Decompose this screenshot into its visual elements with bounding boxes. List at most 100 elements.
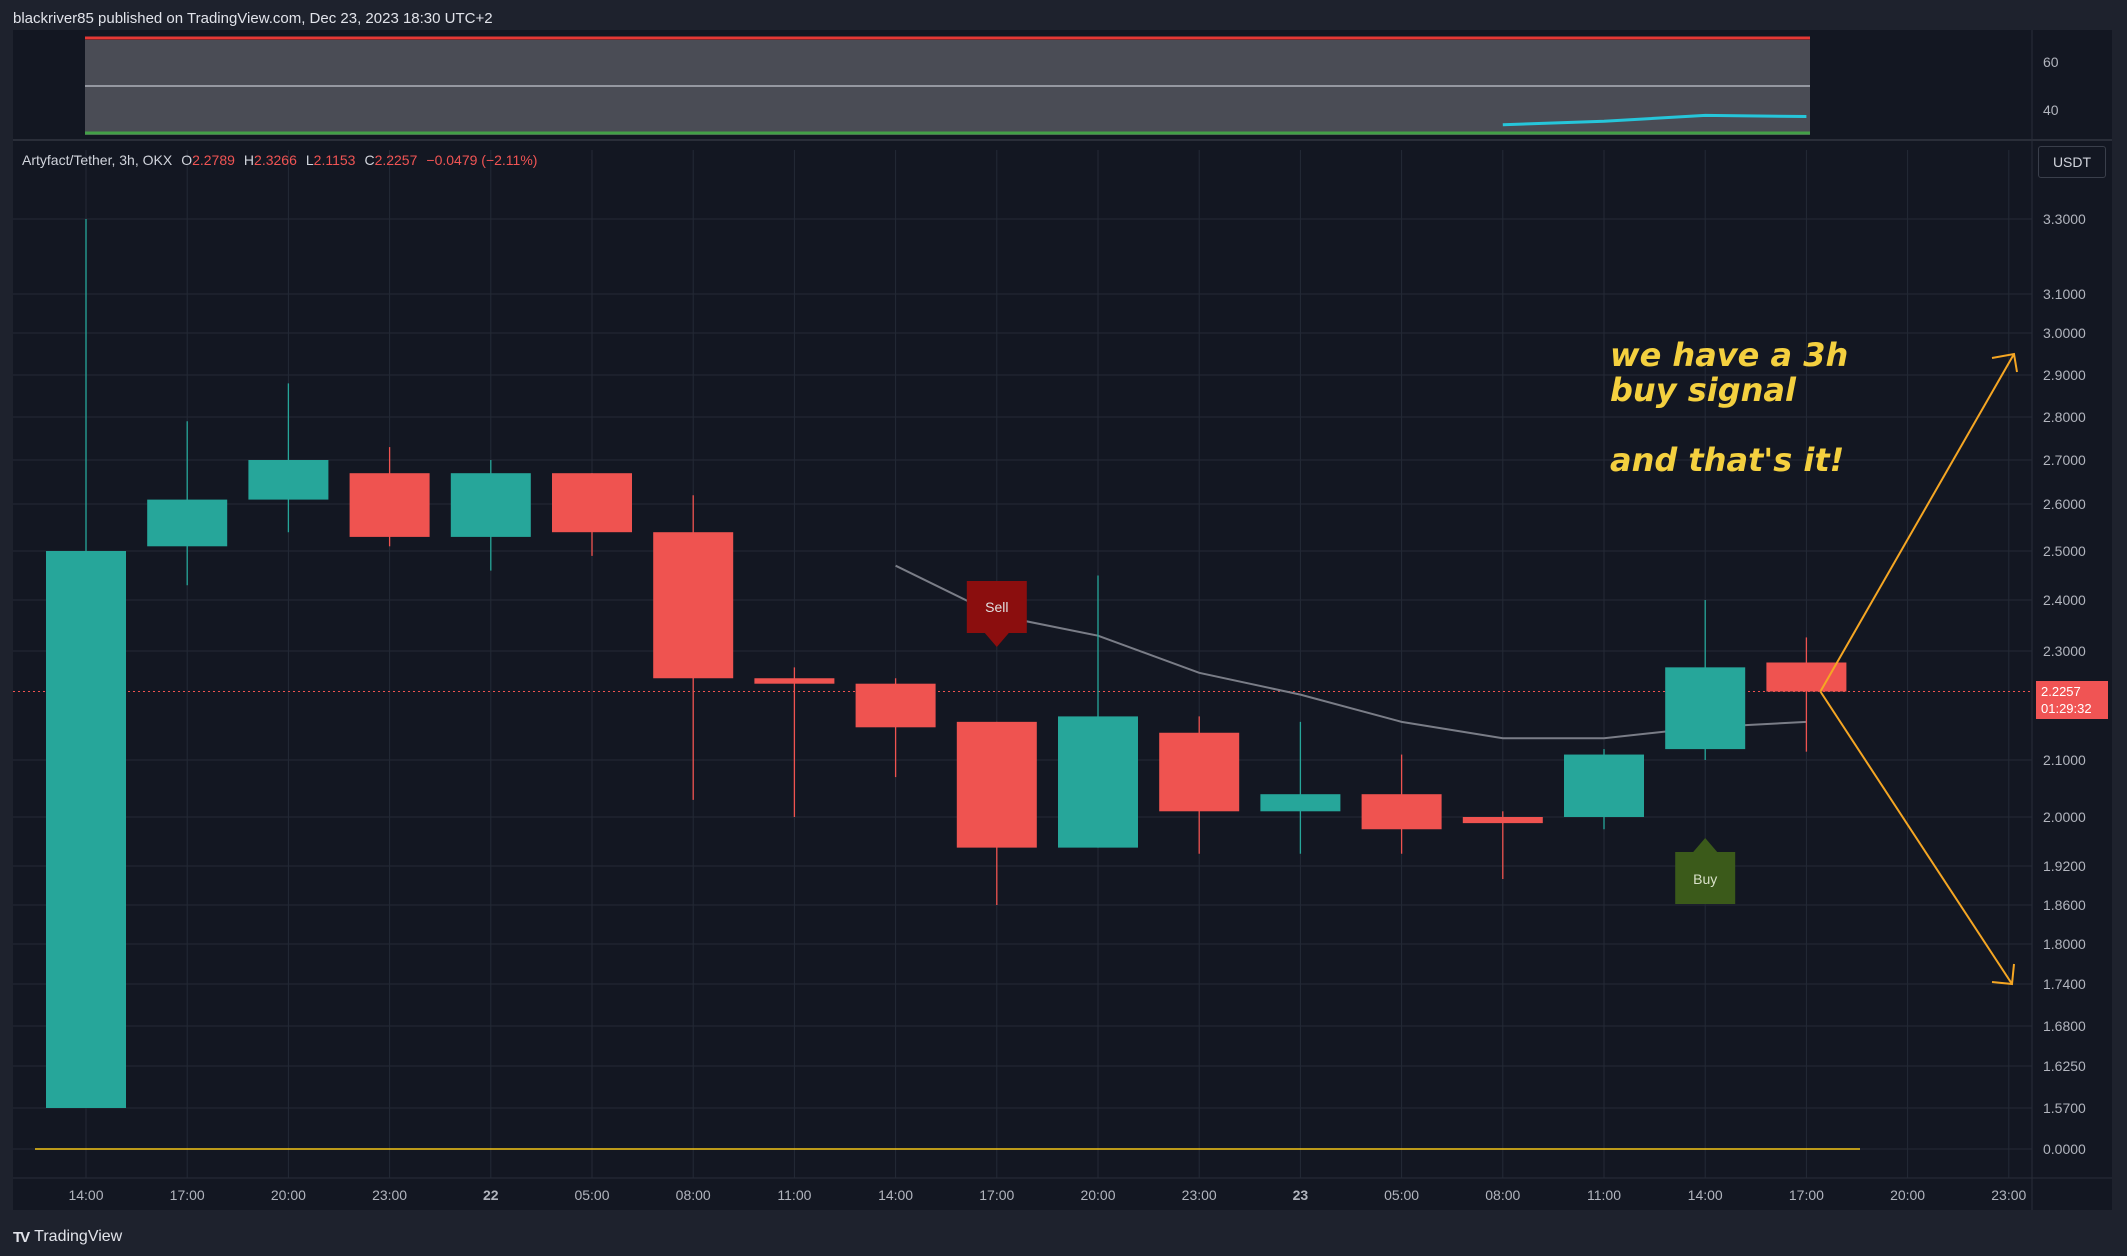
publisher-header: blackriver85 published on TradingView.co… <box>13 10 493 27</box>
last-price-value: 2.2257 <box>2041 684 2081 699</box>
price-tick-label: 1.6250 <box>2043 1058 2086 1074</box>
candle <box>754 667 835 817</box>
time-tick-label: 17:00 <box>979 1187 1014 1203</box>
time-tick-label: 11:00 <box>1587 1187 1621 1203</box>
candle-body <box>450 473 531 537</box>
oscillator-tick-label: 40 <box>2043 102 2059 118</box>
candle <box>653 495 734 800</box>
candle-body <box>1361 794 1442 830</box>
tradingview-logo-icon: TV <box>13 1228 30 1246</box>
price-tick-label: 3.3000 <box>2043 211 2086 227</box>
time-tick-label: 17:00 <box>170 1187 205 1203</box>
candle <box>1665 600 1746 760</box>
candle <box>855 678 936 778</box>
time-tick-label: 23:00 <box>1182 1187 1217 1203</box>
candle-body <box>1766 662 1847 692</box>
candle-body <box>1462 817 1543 824</box>
time-tick-label: 22 <box>483 1187 499 1203</box>
candle-body <box>552 473 632 533</box>
time-tick-label: 20:00 <box>1890 1187 1925 1203</box>
candle-body <box>1260 794 1341 812</box>
low-label: L <box>305 152 314 168</box>
oscillator-tick-label: 60 <box>2043 54 2059 70</box>
candle-body <box>248 460 329 500</box>
tradingview-brand[interactable]: TV TradingView <box>13 1228 122 1246</box>
currency-button[interactable]: USDT <box>2038 146 2106 178</box>
price-tick-label: 1.9200 <box>2043 858 2086 874</box>
candle-body <box>1058 716 1138 848</box>
price-tick-label: 0.0000 <box>2043 1141 2086 1157</box>
candle-body <box>855 683 936 728</box>
candle <box>248 383 329 533</box>
time-tick-label: 14:00 <box>1688 1187 1723 1203</box>
bar-countdown: 01:29:32 <box>2041 701 2092 716</box>
time-tick-label: 23 <box>1293 1187 1309 1203</box>
open-label: O <box>181 152 193 168</box>
symbol-label[interactable]: Artyfact/Tether, 3h, OKX <box>22 152 173 168</box>
candle <box>552 473 632 556</box>
time-tick-label: 17:00 <box>1789 1187 1824 1203</box>
candle <box>1159 716 1240 854</box>
price-tick-label: 1.5700 <box>2043 1100 2086 1116</box>
time-tick-label: 20:00 <box>1080 1187 1115 1203</box>
price-tick-label: 3.1000 <box>2043 286 2086 302</box>
price-tick-label: 2.9000 <box>2043 367 2086 383</box>
candle-body <box>956 721 1037 848</box>
candle-body <box>653 532 734 679</box>
note-line-1: we have a 3h <box>1610 336 1849 374</box>
price-tick-label: 2.3000 <box>2043 643 2086 659</box>
candle <box>956 721 1037 905</box>
buy-signal-label: Buy <box>1693 871 1717 887</box>
oscillator-line <box>1502 113 1807 127</box>
candle-body <box>349 473 430 537</box>
ohlc-legend: Artyfact/Tether, 3h, OKX O2.2789 H2.3266 L2… <box>22 152 537 168</box>
candle <box>1361 754 1442 854</box>
candle <box>1564 749 1644 830</box>
high-value: 2.3266 <box>254 152 297 168</box>
change-value: −0.0479 (−2.11%) <box>426 152 538 168</box>
candle <box>1260 721 1341 854</box>
close-label: C <box>364 152 375 168</box>
time-tick-label: 20:00 <box>271 1187 306 1203</box>
buy-signal-marker <box>1675 838 1736 904</box>
time-tick-label: 14:00 <box>878 1187 913 1203</box>
projection-up-arrow <box>1819 353 2015 692</box>
candle <box>46 219 126 1108</box>
price-tick-label: 2.8000 <box>2043 409 2086 425</box>
chart-background <box>13 30 2112 1210</box>
candle-body <box>754 678 835 684</box>
note-line-3 <box>1610 408 1848 443</box>
sell-signal-marker <box>966 581 1027 647</box>
candle <box>1058 575 1138 848</box>
price-tick-label: 2.1000 <box>2043 752 2086 768</box>
candle <box>147 421 228 586</box>
time-tick-label: 05:00 <box>574 1187 609 1203</box>
price-tick-label: 2.7000 <box>2043 452 2086 468</box>
projection-up-arrowhead <box>1991 352 2018 373</box>
price-tick-label: 1.6800 <box>2043 1018 2086 1034</box>
candle <box>349 447 430 547</box>
price-tick-label: 1.8000 <box>2043 936 2086 952</box>
open-value: 2.2789 <box>192 152 235 168</box>
price-tick-label: 2.5000 <box>2043 543 2086 559</box>
projection-down-arrow <box>1819 690 2013 985</box>
note-line-4: and that's it! <box>1610 441 1845 479</box>
moving-average-line <box>895 564 1807 740</box>
time-tick-label: 11:00 <box>777 1187 811 1203</box>
candle <box>1766 637 1847 752</box>
time-tick-label: 23:00 <box>1991 1187 2026 1203</box>
annotation-note[interactable]: we have a 3h buy signal and that's it! <box>1610 338 1848 478</box>
candle <box>450 460 531 571</box>
candle-body <box>46 551 126 1108</box>
low-value: 2.1153 <box>313 152 356 168</box>
last-price-badge: 2.2257 01:29:32 <box>2036 681 2108 719</box>
close-value: 2.2257 <box>374 152 418 168</box>
time-tick-label: 23:00 <box>372 1187 407 1203</box>
time-tick-label: 14:00 <box>68 1187 103 1203</box>
candle-body <box>1564 754 1644 817</box>
time-tick-label: 05:00 <box>1384 1187 1419 1203</box>
projection-down-arrowhead <box>1991 963 2015 986</box>
time-tick-label: 08:00 <box>1485 1187 1520 1203</box>
tradingview-brand-label: TradingView <box>34 1228 123 1245</box>
